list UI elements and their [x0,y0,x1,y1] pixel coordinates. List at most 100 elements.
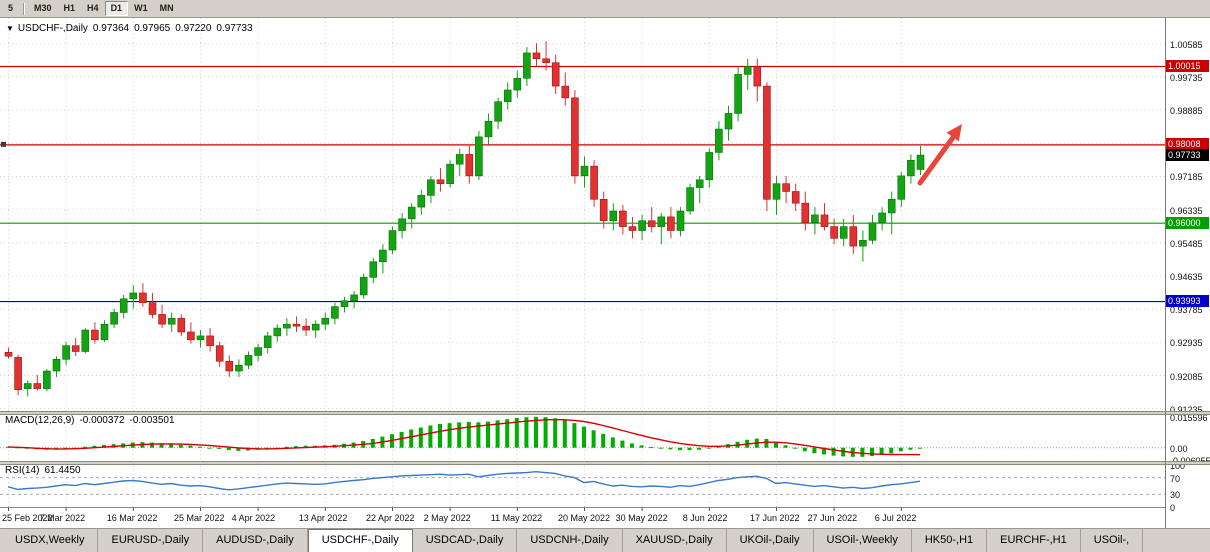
candle-body [657,216,666,227]
candle-body [407,206,416,220]
candle-body [599,198,608,222]
panel-splitter[interactable] [0,461,1165,465]
macd-histogram-bar [303,445,308,448]
chart-tab-xauusd-daily[interactable]: XAUUSD-,Daily [623,529,727,552]
candle-body [667,216,675,231]
macd-histogram-bar [562,420,567,448]
candle-body [551,62,560,87]
candle-body [158,314,166,325]
timeframe-button-5[interactable]: 5 [2,1,19,16]
candle-body [724,113,733,130]
chart-tab-ukoil-daily[interactable]: UKOil-,Daily [727,529,814,552]
chart-tab-usoil-weekly[interactable]: USOil-,Weekly [814,529,912,552]
candle-body [887,198,896,214]
candle-body [139,292,147,304]
timeframe-button-mn[interactable]: MN [154,1,180,16]
candle-body [167,318,176,325]
symbol-dropdown-icon[interactable]: ▼ [6,24,14,33]
macd-histogram-bar [898,447,903,452]
macd-histogram-bar [399,431,404,448]
timeframe-button-h1[interactable]: H1 [58,1,82,16]
candle-body [763,85,771,200]
candle-body [811,214,819,224]
candle-body [484,120,493,138]
toolbar-separator [23,2,25,15]
macd-histogram-bar [831,447,836,456]
macd-histogram-bar [879,447,884,455]
timeframe-button-d1[interactable]: D1 [104,1,129,16]
macd-histogram-bar [226,447,231,451]
line-anchor-handle[interactable] [1,141,6,147]
candle-body [686,187,694,212]
candle-body [820,214,829,227]
ohlc-high: 0.97965 [134,23,171,34]
candle-body [110,312,118,325]
chart-tab-usdcnh-daily[interactable]: USDCNH-,Daily [517,529,623,552]
candle-body [513,78,522,91]
macd-histogram-bar [774,441,778,448]
candle-body [753,66,762,87]
timeframe-button-w1[interactable]: W1 [128,1,154,16]
chart-tab-usdx-weekly[interactable]: USDX,Weekly [2,529,99,552]
chart-tab-eurusd-daily[interactable]: EURUSD-,Daily [98,529,204,552]
macd-histogram-bar [678,447,682,451]
macd-histogram-bar [802,447,807,452]
candle-body [52,359,61,372]
candle-body [244,355,253,366]
candle-body [628,226,637,231]
chart-symbol-label: USDCHF-,Daily [17,23,88,34]
trend-arrow-head[interactable] [946,124,962,142]
chart-tab-eurchf-h1[interactable]: EURCHF-,H1 [987,529,1081,552]
rsi-axis-label: 100 [1170,461,1186,471]
candle-body [321,318,330,325]
macd-histogram-bar [82,446,87,448]
trend-arrow-shaft[interactable] [917,135,956,186]
macd-histogram-bar [409,429,414,448]
macd-histogram-bar [102,444,106,448]
timeframe-button-h4[interactable]: H4 [81,1,105,16]
chart-tab-audusd-daily[interactable]: AUDUSD-,Daily [203,529,308,552]
price-axis-label: 0.95485 [1170,238,1203,249]
price-axis-label: 0.99735 [1170,72,1203,83]
macd-histogram-bar [870,447,874,457]
candlestick-chart-canvas[interactable] [0,18,1165,528]
chart-tab-usdchf-daily[interactable]: USDCHF-,Daily [307,529,413,552]
ohlc-open: 0.97364 [92,23,130,34]
macd-histogram-bar [159,443,164,448]
price-axis[interactable]: 1.005850.997350.988850.980350.971850.963… [1165,18,1210,528]
chart-area[interactable]: 25 Feb 2022 7 Mar 2022 16 Mar 2022 25 Mar 2… [0,18,1210,528]
candle-body [62,345,70,360]
candle-body [177,318,186,333]
macd-histogram-bar [697,447,702,450]
macd-histogram-bar [207,447,212,449]
candle-body [33,383,42,389]
candle-body [379,249,387,263]
timeframe-button-m30[interactable]: M30 [28,1,58,16]
candle-body [263,335,272,348]
candle-body [734,74,742,114]
macd-histogram-bar [534,416,538,448]
candle-body [455,154,464,165]
candle-body [14,357,22,391]
candle-body [446,163,454,184]
macd-histogram-bar [591,430,596,448]
macd-histogram-bar [793,447,798,449]
candle-body [782,183,790,192]
candle-body [561,85,570,99]
macd-histogram-bar [620,440,625,448]
chart-tab-usdcad-daily[interactable]: USDCAD-,Daily [413,529,518,552]
candle-body [695,179,704,188]
chart-tab-hk50-h1[interactable]: HK50-,H1 [912,529,988,552]
panel-splitter[interactable] [0,411,1165,415]
macd-histogram-bar [716,446,721,448]
candle-body [148,302,157,315]
chart-title: ▼ USDCHF-,Daily 0.97364 0.97965 0.97220 0.977… [6,23,253,34]
chart-tab-usoil[interactable]: USOil-, [1081,529,1144,552]
price-axis-label: 1.00585 [1170,39,1203,50]
level-price-label: 0.98008 [1166,138,1209,151]
macd-indicator-label: MACD(12,26,9) -0.000372 -0.003501 [5,415,175,426]
rsi-indicator-label: RSI(14) 61.4450 [5,465,81,476]
candle-body [225,360,234,372]
macd-histogram-bar [841,447,846,457]
